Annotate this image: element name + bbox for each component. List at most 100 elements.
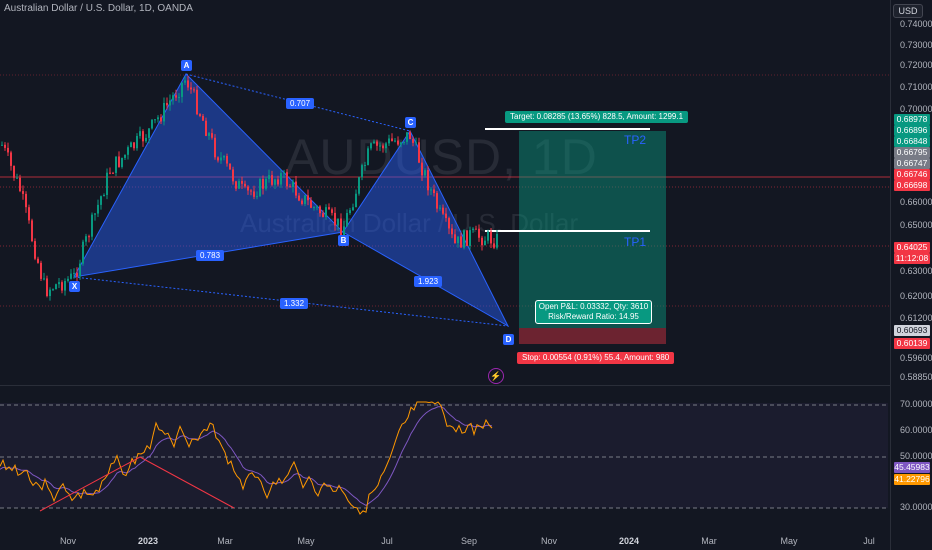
- ratio-label[interactable]: 0.783: [196, 250, 225, 261]
- candle-body: [352, 207, 354, 211]
- lightning-icon[interactable]: ⚡: [488, 368, 504, 384]
- stop-label[interactable]: Stop: 0.00554 (0.91%) 55.4, Amount: 980: [517, 352, 675, 364]
- candle-body: [376, 141, 378, 146]
- candle-body: [58, 282, 60, 285]
- candle-body: [31, 220, 33, 242]
- candle-body: [343, 226, 345, 236]
- time-tick: 2024: [618, 536, 640, 546]
- chart-canvas[interactable]: [0, 0, 890, 550]
- rsi-ma-value-label: 45.45983: [894, 462, 930, 473]
- candle-body: [496, 233, 498, 248]
- candle-body: [34, 241, 36, 259]
- rsi-value-label: 41.22796: [894, 474, 930, 485]
- candle-body: [436, 193, 438, 209]
- candle-body: [250, 190, 252, 192]
- price-tick: 0.71000: [900, 82, 932, 92]
- candle-body: [40, 262, 42, 279]
- candle-body: [493, 243, 495, 248]
- candle-body: [187, 80, 189, 88]
- candle-body: [283, 172, 285, 174]
- candle-body: [349, 210, 351, 214]
- candle-body: [454, 234, 456, 244]
- candle-body: [415, 142, 417, 144]
- candle-body: [337, 218, 339, 226]
- candle-body: [466, 230, 468, 246]
- candle-body: [358, 177, 360, 194]
- pnl-label[interactable]: Open P&L: 0.03332, Qty: 3610 Risk/Reward…: [535, 300, 652, 324]
- candle-body: [88, 236, 90, 238]
- price-axis-separator: [890, 0, 891, 550]
- candle-body: [247, 186, 249, 191]
- candle-body: [463, 230, 465, 248]
- candle-body: [448, 218, 450, 229]
- candle-body: [391, 138, 393, 142]
- candle-body: [409, 132, 411, 140]
- candle-body: [478, 228, 480, 238]
- candle-body: [172, 95, 174, 101]
- point-b-label[interactable]: B: [338, 235, 349, 246]
- candle-body: [112, 172, 114, 174]
- ratio-line-ac: [185, 73, 411, 132]
- candle-body: [157, 117, 159, 120]
- candle-body: [355, 193, 357, 208]
- candle-body: [97, 204, 99, 214]
- candle-body: [253, 191, 255, 197]
- ratio-label[interactable]: 0.707: [286, 98, 315, 109]
- candle-body: [121, 157, 123, 167]
- candle-body: [382, 145, 384, 149]
- candle-body: [361, 165, 363, 178]
- point-c-label[interactable]: C: [405, 117, 416, 128]
- candle-body: [373, 141, 375, 144]
- candle-body: [481, 237, 483, 246]
- price-label: 0.66848: [894, 136, 930, 147]
- candle-body: [124, 154, 126, 158]
- candle-body: [418, 142, 420, 163]
- candle-body: [319, 206, 321, 214]
- candle-body: [148, 128, 150, 138]
- candle-body: [70, 273, 72, 279]
- candle-body: [298, 195, 300, 201]
- candle-body: [322, 213, 324, 217]
- currency-button[interactable]: USD: [893, 4, 923, 18]
- candle-body: [472, 228, 474, 231]
- candle-body: [370, 143, 372, 149]
- candle-body: [49, 289, 51, 297]
- candle-body: [25, 193, 27, 208]
- point-x-label[interactable]: X: [69, 281, 80, 292]
- candle-body: [19, 177, 21, 192]
- candle-body: [235, 181, 237, 189]
- risk-reward-line: Risk/Reward Ratio: 14.95: [548, 312, 639, 321]
- candle-body: [460, 236, 462, 248]
- watermark-name: Australian Dollar / U.S. Dollar: [240, 208, 579, 238]
- ratio-label[interactable]: 1.923: [414, 276, 443, 287]
- candle-body: [400, 142, 402, 145]
- candle-body: [424, 170, 426, 176]
- candle-body: [325, 207, 327, 217]
- candle-body: [340, 218, 342, 236]
- ratio-label[interactable]: 1.332: [280, 298, 309, 309]
- candle-body: [79, 263, 81, 277]
- candle-body: [490, 231, 492, 244]
- point-a-label[interactable]: A: [181, 60, 192, 71]
- candle-body: [220, 157, 222, 161]
- point-d-label[interactable]: D: [503, 334, 514, 345]
- candle-body: [106, 172, 108, 195]
- candle-body: [484, 240, 486, 246]
- candle-body: [244, 183, 246, 187]
- candle-body: [130, 142, 132, 148]
- candle-body: [190, 87, 192, 90]
- candle-body: [388, 138, 390, 144]
- candle-body: [139, 131, 141, 136]
- time-tick: Nov: [540, 536, 558, 546]
- candle-body: [304, 195, 306, 204]
- target-label[interactable]: Target: 0.08285 (13.65%) 828.5, Amount: …: [505, 111, 689, 123]
- candle-body: [115, 156, 117, 173]
- candle-body: [313, 207, 315, 209]
- candle-body: [196, 89, 198, 115]
- candlestick-series: [1, 75, 498, 301]
- price-tick: 0.61200: [900, 313, 932, 323]
- candle-body: [46, 278, 48, 297]
- pane-divider[interactable]: [0, 385, 890, 386]
